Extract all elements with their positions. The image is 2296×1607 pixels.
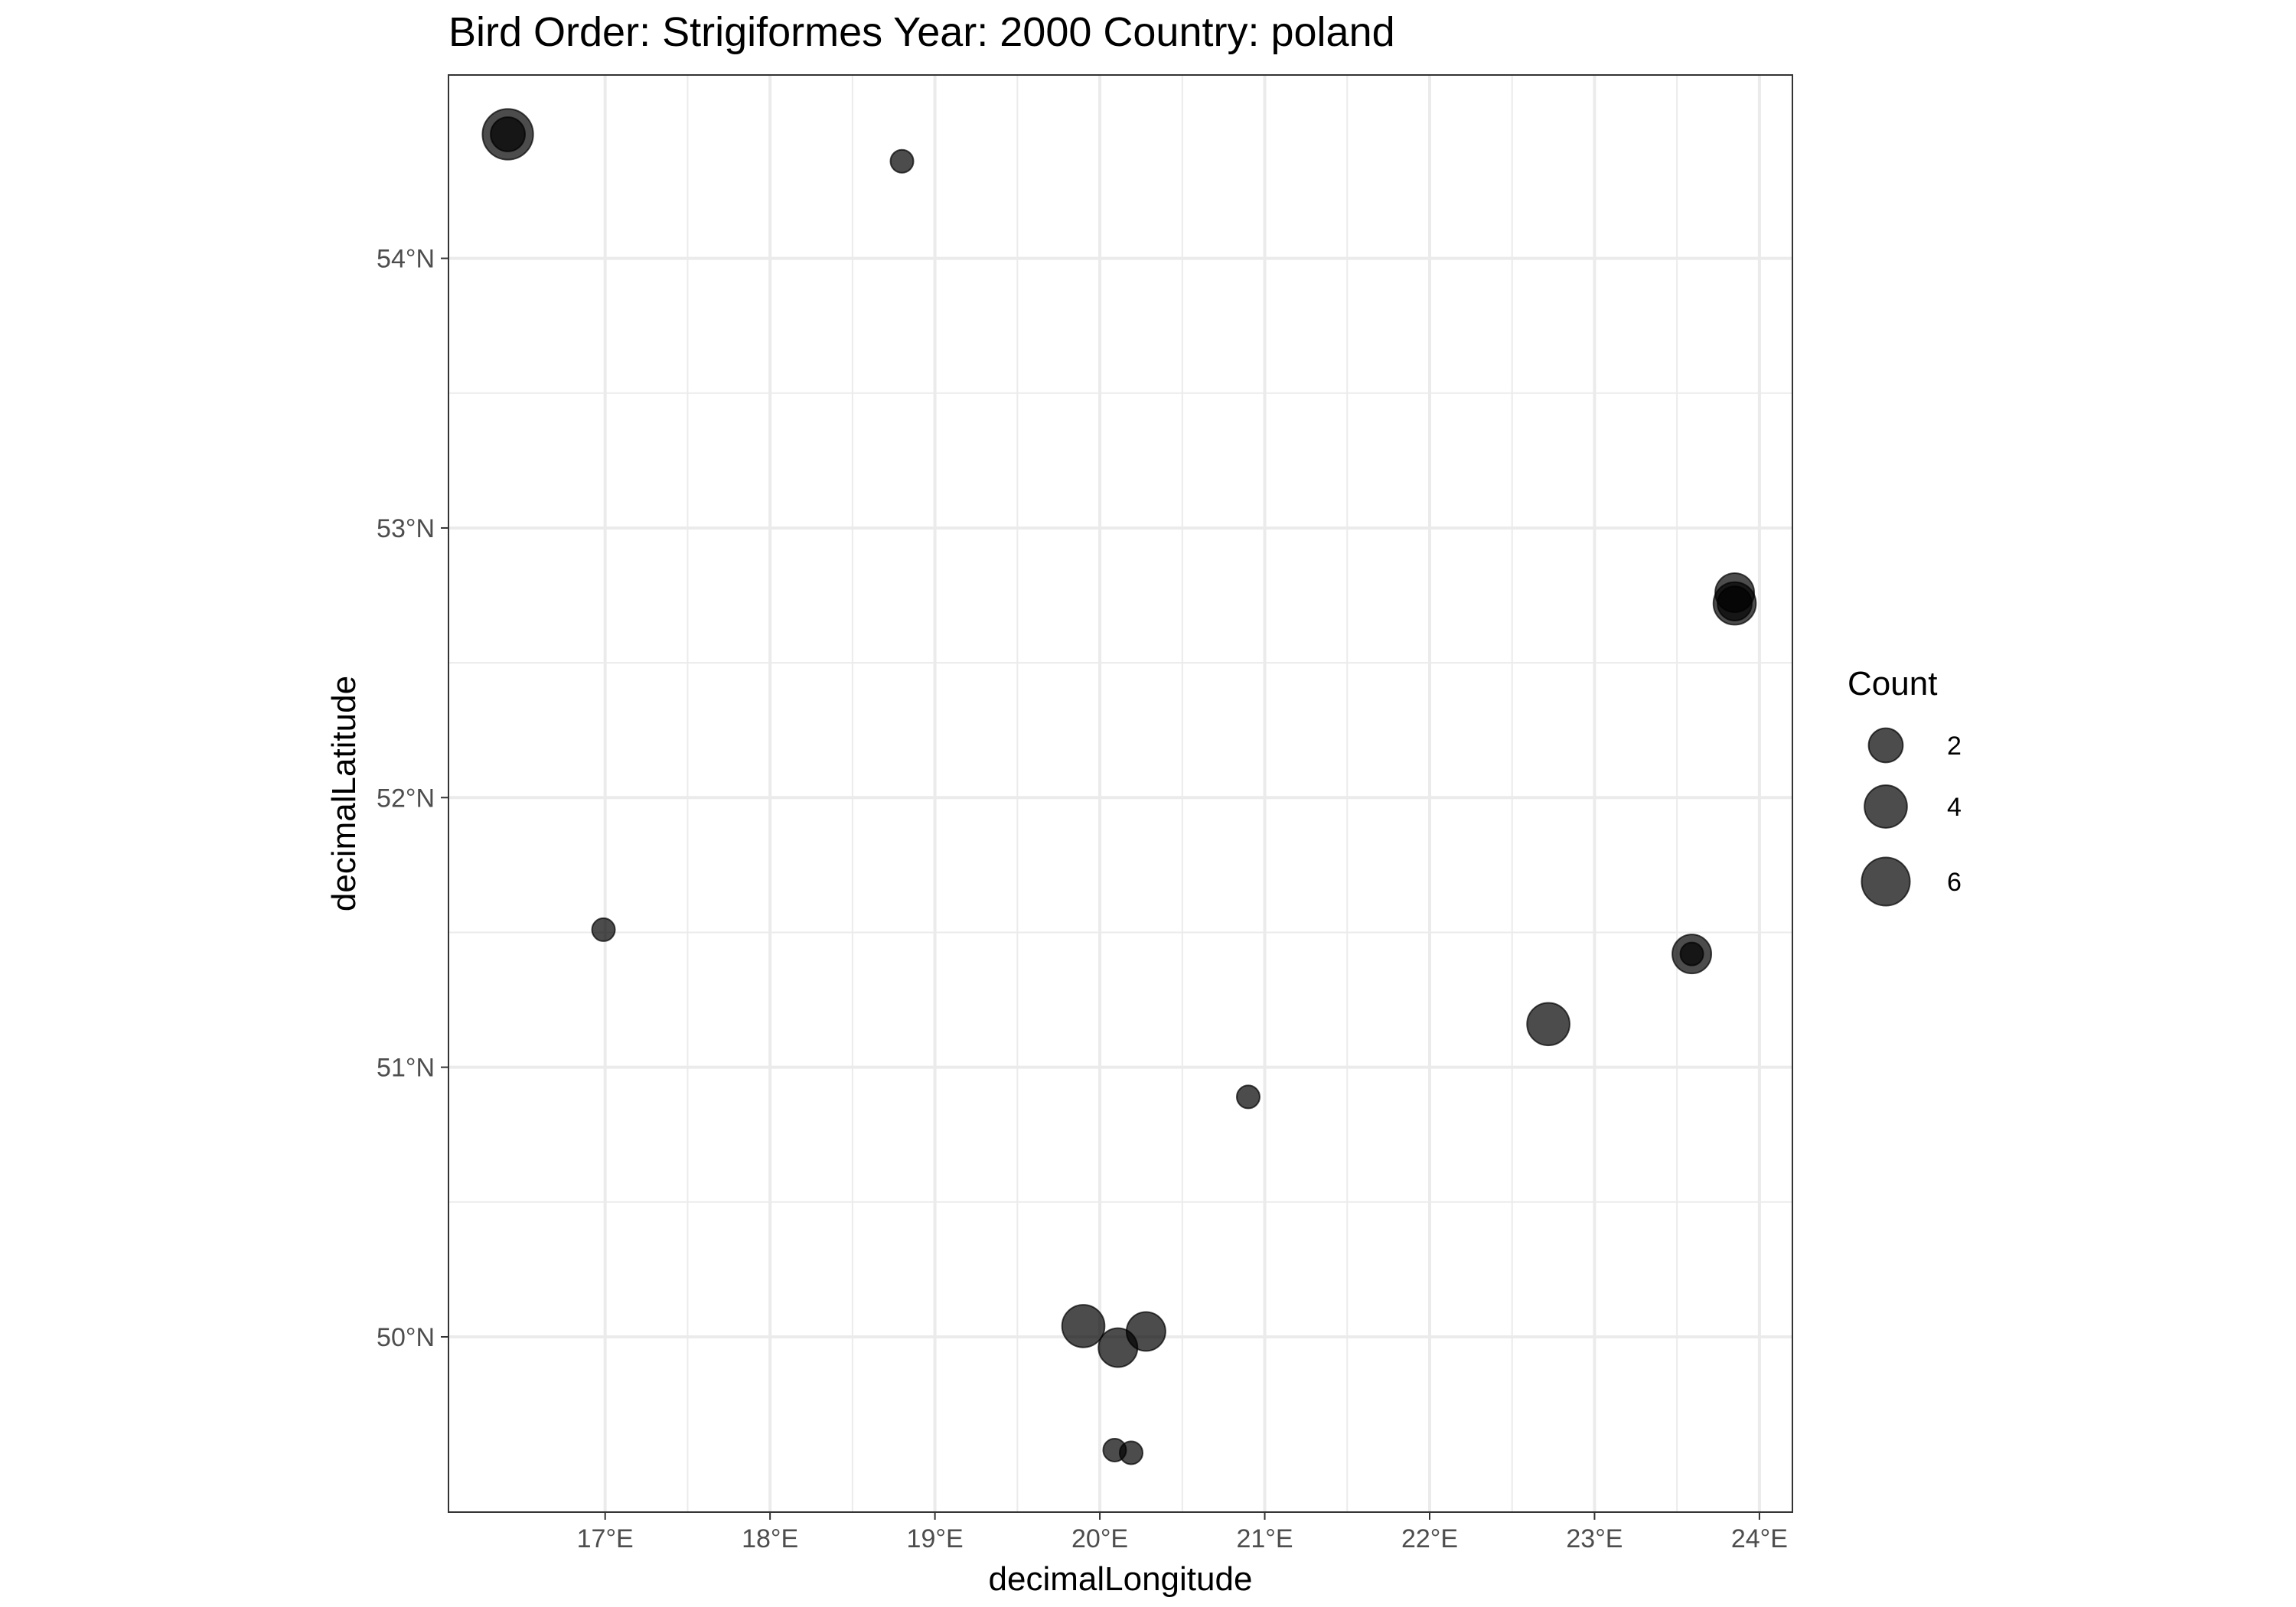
data-point <box>1125 1311 1166 1352</box>
data-point <box>1526 1002 1570 1047</box>
legend-key <box>1864 784 1908 829</box>
data-point <box>1235 1084 1261 1110</box>
data-point <box>889 148 915 174</box>
data-point <box>1119 1440 1144 1465</box>
y-axis-title: decimalLatitude <box>325 676 363 911</box>
data-point <box>1679 941 1704 966</box>
x-tick-label: 18°E <box>742 1524 798 1553</box>
legend: Count 2 4 6 <box>1848 665 1962 907</box>
y-axis: 50°N 51°N 52°N 53°N 54°N <box>377 245 448 1352</box>
grid-minor <box>448 75 1792 1512</box>
y-tick-label: 51°N <box>377 1054 435 1083</box>
x-tick-label: 17°E <box>577 1524 634 1553</box>
legend-label: 2 <box>1947 732 1962 761</box>
y-tick-label: 54°N <box>377 245 435 274</box>
x-tick-label: 19°E <box>907 1524 964 1553</box>
grid-major <box>448 75 1792 1512</box>
data-point <box>591 917 616 942</box>
x-tick-label: 20°E <box>1071 1524 1128 1553</box>
legend-label: 6 <box>1947 868 1962 897</box>
data-point <box>1061 1304 1106 1348</box>
x-tick-label: 24°E <box>1731 1524 1788 1553</box>
y-tick-label: 53°N <box>377 514 435 543</box>
x-tick-label: 22°E <box>1401 1524 1458 1553</box>
y-tick-label: 50°N <box>377 1323 435 1352</box>
x-tick-label: 21°E <box>1236 1524 1293 1553</box>
data-point <box>1717 585 1753 621</box>
chart-title: Bird Order: Strigiformes Year: 2000 Coun… <box>448 9 1395 55</box>
legend-key <box>1861 856 1911 907</box>
data-point <box>490 116 526 152</box>
x-tick-label: 23°E <box>1566 1524 1623 1553</box>
legend-key <box>1867 727 1904 764</box>
plot-border <box>448 74 1793 1513</box>
y-tick-label: 52°N <box>377 784 435 813</box>
legend-title: Count <box>1848 665 1937 702</box>
x-axis-title: decimalLongitude <box>989 1560 1253 1598</box>
legend-label: 4 <box>1947 793 1962 822</box>
plot-panel <box>448 75 1792 1512</box>
data-points <box>481 108 1757 1465</box>
x-axis: 17°E 18°E 19°E 20°E 21°E 22°E 23°E 24°E <box>577 1512 1788 1553</box>
